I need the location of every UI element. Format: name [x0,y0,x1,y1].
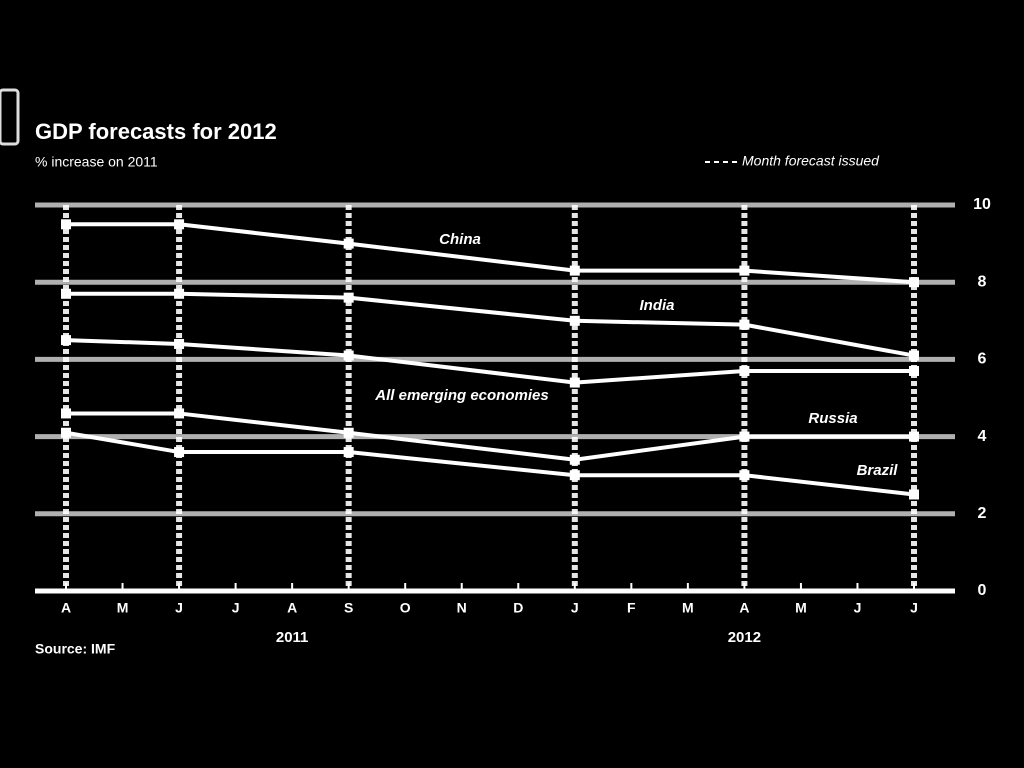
point [909,365,919,376]
point [61,219,71,230]
point [739,470,750,481]
x-tick-label: J [232,600,240,616]
series-line [65,338,914,385]
point [739,319,750,330]
x-tick-label: A [739,600,749,616]
x-tick-label: A [61,600,71,616]
point [174,288,185,299]
point [569,470,580,481]
legend-label: Month forecast issued [742,153,880,169]
y-tick-label: 6 [978,351,987,368]
y-tick-label: 2 [978,505,987,522]
point [909,277,919,288]
point [61,288,71,299]
series-label: All emerging economies [374,387,548,404]
point [909,431,919,442]
point [569,265,580,276]
year-label: 2011 [276,629,309,646]
x-tick-label: A [287,600,297,616]
year-label: 2012 [728,629,761,646]
x-tick-label: J [571,600,579,616]
point [909,350,919,361]
point [174,447,185,458]
chart-title: GDP forecasts for 2012 [35,119,277,144]
x-tick-label: J [175,600,183,616]
series-label: Brazil [857,462,899,479]
x-tick-label: J [854,600,862,616]
y-tick-label: 0 [978,582,987,599]
point [909,489,919,500]
point [569,454,580,465]
point [739,265,750,276]
point [61,335,71,346]
point [174,338,185,349]
y-tick-label: 4 [978,428,987,445]
point [61,408,71,419]
series-line [66,411,914,462]
x-tick-label: J [910,600,918,616]
point [739,365,750,376]
point [174,219,185,230]
x-tick-label: D [513,600,523,616]
point [569,377,580,388]
chart-subtitle: % increase on 2011 [35,154,158,170]
x-tick-label: M [117,600,129,616]
point [343,427,354,438]
point [739,431,750,442]
point [343,238,354,249]
x-tick-label: M [682,600,694,616]
tab-marker [0,88,20,146]
series-label: Russia [808,410,857,427]
x-tick-label: M [795,600,807,616]
x-tick-label: F [627,600,636,616]
series-label: India [639,297,674,314]
point [174,408,185,419]
series-line [66,222,915,285]
point [343,350,354,361]
series-line [65,430,915,497]
x-tick-label: S [344,600,353,616]
point [343,447,354,458]
series-line [66,291,915,358]
y-tick-label: 8 [978,273,987,290]
point [343,292,354,303]
series-label: China [439,231,481,248]
point [569,315,580,326]
x-tick-label: O [400,600,411,616]
x-tick-label: N [457,600,467,616]
point [61,427,71,438]
y-tick-label: 10 [973,196,991,213]
source: Source: IMF [35,641,116,657]
